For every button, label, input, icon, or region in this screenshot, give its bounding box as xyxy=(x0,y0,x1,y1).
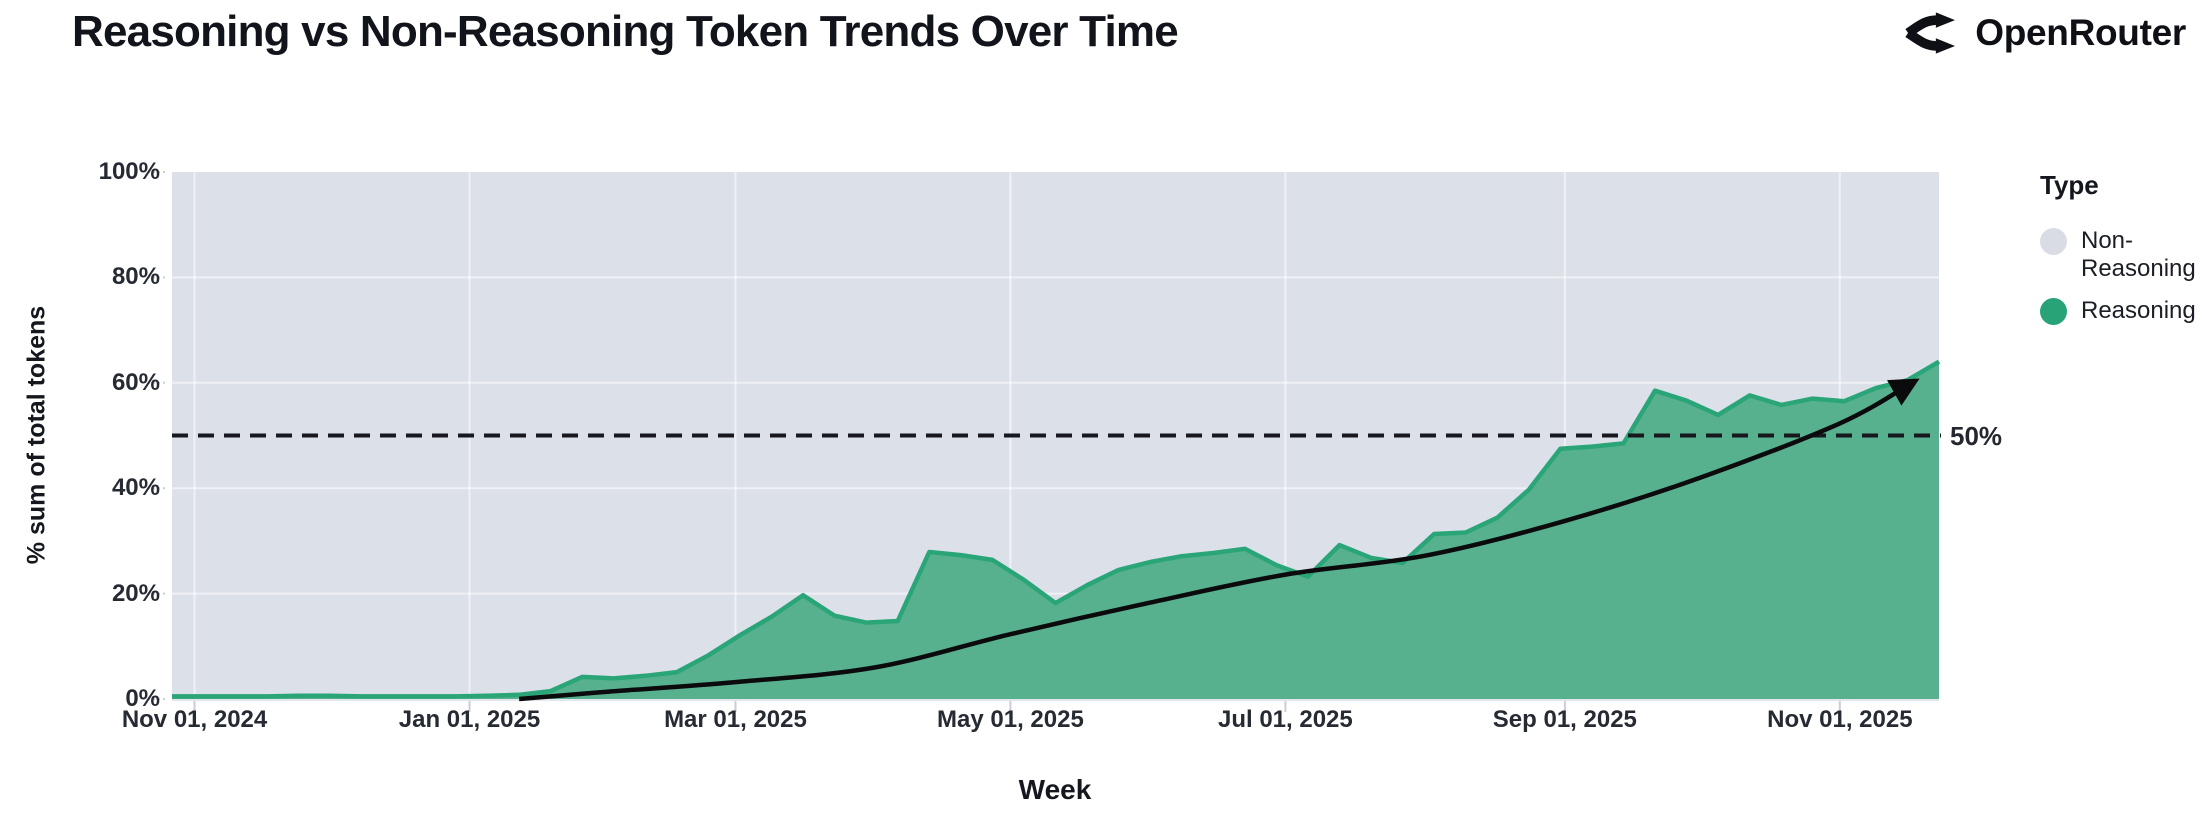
legend-item-non-reasoning[interactable]: Non-Reasoning xyxy=(2040,227,2196,283)
series-reasoning-line xyxy=(172,359,1941,699)
y-tick-label: 40% xyxy=(111,474,160,502)
page-title: Reasoning vs Non-Reasoning Token Trends … xyxy=(72,7,1179,56)
legend-item-label: Reasoning xyxy=(2081,297,2196,324)
x-tick-label: Jan 01, 2025 xyxy=(398,706,541,733)
legend-title: Type xyxy=(2040,170,2099,200)
reference-line-label: 50% xyxy=(1950,420,2003,451)
legend: Type Non-Reasoning Reasoning xyxy=(2040,170,2196,339)
y-tick-label: 80% xyxy=(111,263,160,291)
legend-swatch xyxy=(2040,228,2067,255)
trend-arrow-line xyxy=(518,378,1920,702)
y-tick-label: 60% xyxy=(111,368,160,396)
x-tick-label: Nov 01, 2025 xyxy=(1767,706,1913,733)
brand: OpenRouter xyxy=(1905,10,2186,56)
brand-name: OpenRouter xyxy=(1975,12,2186,53)
x-axis-title: Week xyxy=(1018,774,1092,805)
series-reasoning-area xyxy=(172,361,1939,699)
x-tick-label: Jul 01, 2025 xyxy=(1217,706,1353,733)
x-tick-label: Sep 01, 2025 xyxy=(1492,706,1637,733)
legend-item-reasoning[interactable]: Reasoning xyxy=(2040,297,2196,325)
y-tick-label: 20% xyxy=(111,579,160,607)
y-tick-label: 100% xyxy=(98,158,160,185)
legend-item-label: Non-Reasoning xyxy=(2081,227,2196,282)
legend-swatch xyxy=(2040,298,2067,325)
legend-items: Non-Reasoning Reasoning xyxy=(2040,227,2196,325)
x-tick-label: May 01, 2025 xyxy=(937,706,1084,733)
y-tick-label: 0% xyxy=(125,685,160,712)
openrouter-logo-icon xyxy=(1905,12,1956,54)
x-tick-label: Mar 01, 2025 xyxy=(664,706,807,733)
y-axis-title: % sum of total tokens xyxy=(22,305,51,565)
x-tick-label: Nov 01, 2024 xyxy=(121,706,268,733)
